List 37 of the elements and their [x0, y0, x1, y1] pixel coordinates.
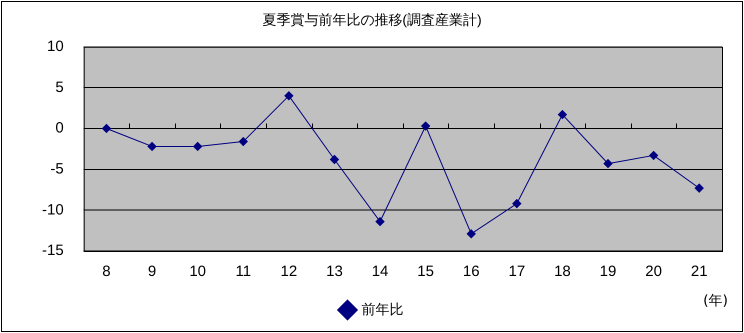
x-tick-label: 15 — [417, 263, 434, 280]
text: (年) — [703, 292, 728, 310]
point — [102, 124, 111, 133]
x-tick-label: 21 — [690, 263, 708, 280]
x-tick-label: 13 — [326, 263, 343, 280]
y-tick-label: -10 — [42, 201, 64, 218]
point — [238, 137, 248, 146]
point — [148, 142, 157, 151]
y-tick-label: 10 — [46, 38, 64, 55]
x-tick-label: 18 — [554, 263, 571, 280]
x-tick-label: 19 — [600, 263, 616, 280]
x-tick-label: 17 — [508, 263, 526, 280]
chart-title: 夏季賞与前年比の推移(調査産業計) — [262, 11, 482, 28]
point — [604, 159, 613, 168]
y-tick-label: 0 — [55, 120, 64, 137]
x-tick-label: 10 — [189, 263, 206, 280]
y-tick-label: 5 — [55, 78, 64, 96]
x-tick-label: 16 — [462, 263, 480, 280]
x-tick-label: 12 — [280, 263, 298, 280]
x-tick-label: 14 — [372, 263, 388, 280]
point — [376, 217, 385, 226]
legend-label: 前年比 — [362, 300, 404, 317]
x-tick-label: 8 — [102, 263, 111, 280]
point — [512, 199, 522, 208]
point — [284, 91, 294, 100]
point — [649, 150, 658, 160]
point — [466, 229, 476, 238]
point — [421, 122, 430, 131]
point — [694, 184, 704, 193]
y-tick-label: -15 — [42, 242, 64, 260]
point — [193, 142, 202, 151]
x-tick-label: 20 — [645, 263, 662, 280]
point — [330, 155, 339, 164]
point — [558, 110, 567, 120]
x-tick-label: 11 — [235, 263, 252, 280]
x-tick-label: 9 — [148, 263, 156, 280]
y-tick-label: -5 — [50, 160, 64, 178]
